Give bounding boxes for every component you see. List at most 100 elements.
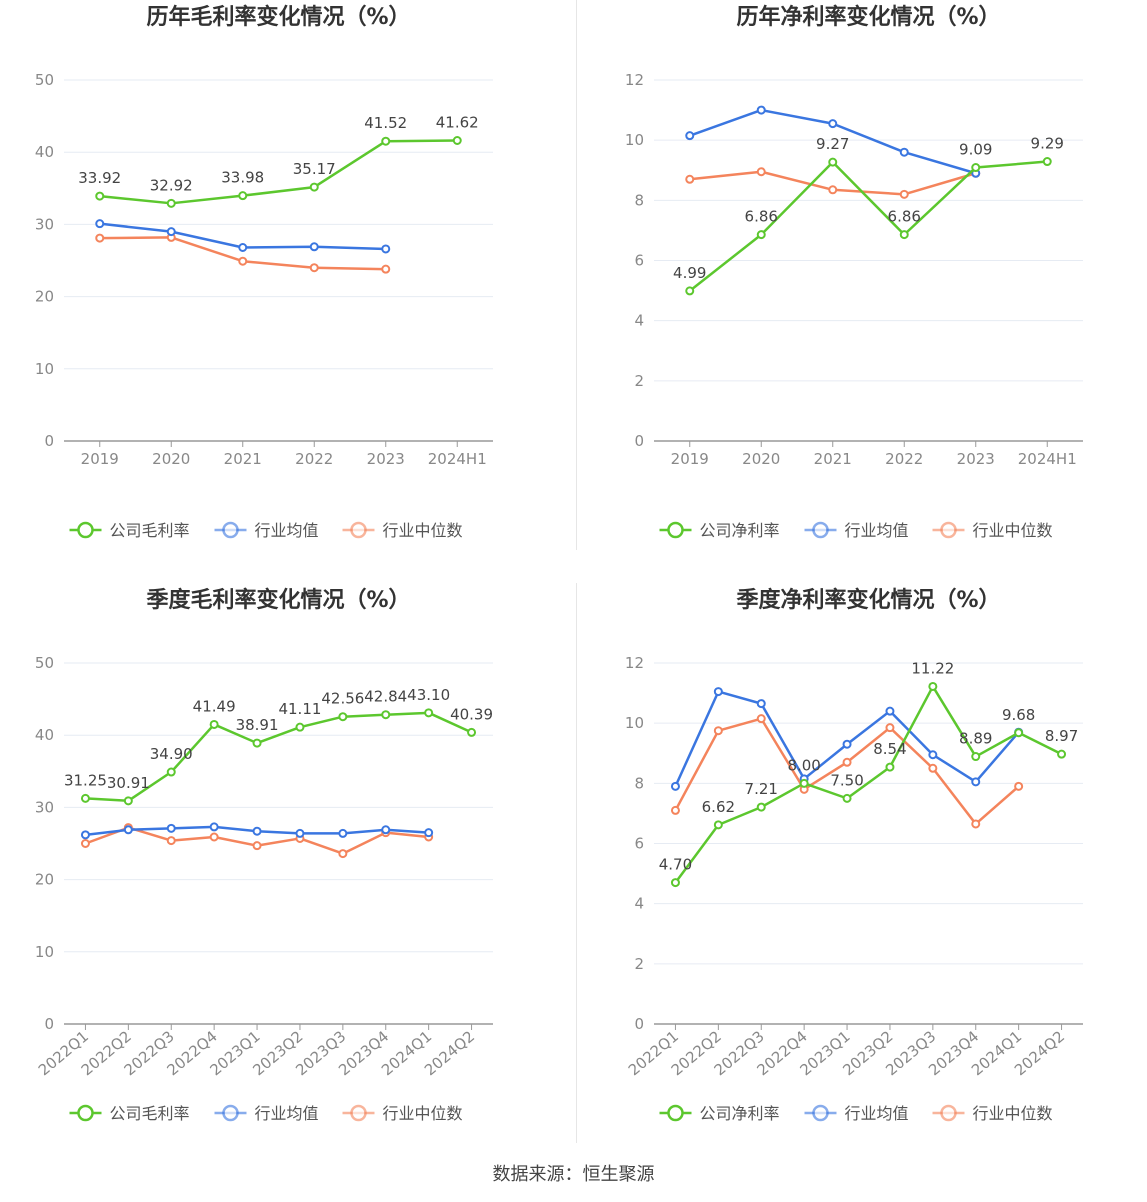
data-point-industry_median[interactable] bbox=[381, 264, 391, 274]
data-point-industry_avg[interactable] bbox=[971, 777, 981, 787]
data-point-company[interactable] bbox=[670, 878, 680, 888]
legend-item-industry_avg[interactable]: 行业均值 bbox=[214, 521, 319, 540]
data-point-industry_avg[interactable] bbox=[756, 699, 766, 709]
data-point-company[interactable] bbox=[338, 712, 348, 722]
data-point-company[interactable] bbox=[899, 230, 909, 240]
x-tick-label: 2024H1 bbox=[1018, 450, 1077, 468]
legend-item-company[interactable]: 公司净利率 bbox=[659, 521, 780, 540]
data-point-industry_avg[interactable] bbox=[209, 822, 219, 832]
legend-item-company[interactable]: 公司毛利率 bbox=[69, 521, 190, 540]
data-point-industry_median[interactable] bbox=[928, 763, 938, 773]
data-point-industry_median[interactable] bbox=[685, 174, 695, 184]
data-point-industry_avg[interactable] bbox=[381, 825, 391, 835]
data-point-industry_median[interactable] bbox=[1014, 781, 1024, 791]
data-point-industry_median[interactable] bbox=[238, 256, 248, 266]
data-point-industry_avg[interactable] bbox=[685, 131, 695, 141]
data-point-industry_median[interactable] bbox=[95, 233, 105, 243]
x-tick-label: 2020 bbox=[152, 450, 190, 468]
data-point-industry_median[interactable] bbox=[338, 849, 348, 859]
data-point-industry_avg[interactable] bbox=[756, 105, 766, 115]
data-point-industry_median[interactable] bbox=[828, 185, 838, 195]
data-point-company[interactable] bbox=[467, 727, 477, 737]
legend-item-industry_avg[interactable]: 行业均值 bbox=[804, 1104, 909, 1123]
data-point-industry_avg[interactable] bbox=[928, 750, 938, 760]
data-point-company[interactable] bbox=[799, 778, 809, 788]
data-point-industry_avg[interactable] bbox=[885, 706, 895, 716]
data-point-company[interactable] bbox=[123, 796, 133, 806]
data-point-industry_median[interactable] bbox=[166, 836, 176, 846]
legend-item-industry_avg[interactable]: 行业均值 bbox=[804, 521, 909, 540]
data-point-company[interactable] bbox=[209, 719, 219, 729]
legend-item-company[interactable]: 公司净利率 bbox=[659, 1104, 780, 1123]
data-point-company[interactable] bbox=[452, 136, 462, 146]
data-point-company[interactable] bbox=[885, 762, 895, 772]
data-point-industry_avg[interactable] bbox=[95, 219, 105, 229]
data-point-company[interactable] bbox=[971, 752, 981, 762]
y-tick-label: 12 bbox=[625, 654, 644, 672]
data-point-company[interactable] bbox=[381, 136, 391, 146]
data-point-industry_avg[interactable] bbox=[238, 243, 248, 253]
data-point-industry_median[interactable] bbox=[756, 167, 766, 177]
data-point-company[interactable] bbox=[166, 767, 176, 777]
data-point-industry_avg[interactable] bbox=[252, 826, 262, 836]
data-point-industry_avg[interactable] bbox=[670, 781, 680, 791]
data-point-industry_median[interactable] bbox=[971, 819, 981, 829]
data-point-company[interactable] bbox=[928, 681, 938, 691]
data-label: 35.17 bbox=[293, 160, 336, 178]
data-point-industry_median[interactable] bbox=[670, 805, 680, 815]
data-point-industry_median[interactable] bbox=[756, 714, 766, 724]
legend-item-industry_median[interactable]: 行业中位数 bbox=[342, 521, 463, 540]
data-point-company[interactable] bbox=[381, 710, 391, 720]
data-point-company[interactable] bbox=[238, 191, 248, 201]
data-point-industry_avg[interactable] bbox=[424, 828, 434, 838]
data-point-company[interactable] bbox=[685, 286, 695, 296]
y-tick-label: 0 bbox=[44, 1015, 54, 1033]
data-point-company[interactable] bbox=[971, 163, 981, 173]
data-point-company[interactable] bbox=[756, 802, 766, 812]
data-point-industry_avg[interactable] bbox=[338, 828, 348, 838]
legend-item-company[interactable]: 公司毛利率 bbox=[69, 1104, 190, 1123]
data-point-industry_median[interactable] bbox=[80, 839, 90, 848]
legend-item-industry_median[interactable]: 行业中位数 bbox=[932, 1104, 1053, 1123]
data-point-industry_avg[interactable] bbox=[828, 119, 838, 129]
data-point-company[interactable] bbox=[1042, 157, 1052, 167]
data-point-company[interactable] bbox=[756, 230, 766, 240]
legend-item-industry_median[interactable]: 行业中位数 bbox=[932, 521, 1053, 540]
data-point-company[interactable] bbox=[166, 198, 176, 208]
data-point-industry_avg[interactable] bbox=[80, 830, 90, 840]
data-point-industry_avg[interactable] bbox=[123, 825, 133, 835]
data-point-company[interactable] bbox=[252, 738, 262, 748]
data-point-industry_median[interactable] bbox=[209, 832, 219, 842]
data-point-industry_avg[interactable] bbox=[899, 147, 909, 157]
legend-item-industry_median[interactable]: 行业中位数 bbox=[342, 1104, 463, 1123]
data-point-company[interactable] bbox=[80, 793, 90, 803]
data-point-company[interactable] bbox=[713, 820, 723, 830]
data-point-industry_median[interactable] bbox=[899, 189, 909, 199]
legend-item-industry_avg[interactable]: 行业均值 bbox=[214, 1104, 319, 1123]
data-point-company[interactable] bbox=[842, 793, 852, 803]
data-source-label: 数据来源：恒生聚源 bbox=[492, 1164, 655, 1185]
data-point-company[interactable] bbox=[1014, 728, 1024, 738]
data-point-industry_median[interactable] bbox=[842, 757, 852, 767]
data-point-company[interactable] bbox=[95, 191, 105, 201]
data-point-industry_avg[interactable] bbox=[381, 244, 391, 254]
y-tick-label: 10 bbox=[625, 131, 644, 149]
data-point-industry_avg[interactable] bbox=[713, 687, 723, 697]
x-tick-label: 2021 bbox=[814, 450, 852, 468]
data-point-industry_median[interactable] bbox=[252, 841, 262, 851]
data-point-industry_avg[interactable] bbox=[295, 828, 305, 838]
data-point-industry_median[interactable] bbox=[885, 723, 895, 733]
data-point-industry_median[interactable] bbox=[309, 263, 319, 273]
data-point-industry_median[interactable] bbox=[713, 726, 723, 736]
data-point-industry_avg[interactable] bbox=[166, 823, 176, 833]
data-point-industry_avg[interactable] bbox=[166, 227, 176, 237]
data-point-company[interactable] bbox=[309, 182, 319, 192]
legend-marker-icon bbox=[812, 1104, 829, 1122]
data-point-company[interactable] bbox=[1057, 749, 1067, 759]
data-point-industry_avg[interactable] bbox=[842, 739, 852, 749]
data-point-company[interactable] bbox=[295, 722, 305, 732]
data-point-company[interactable] bbox=[424, 708, 434, 718]
data-point-industry_avg[interactable] bbox=[309, 242, 319, 252]
series-line-company bbox=[99, 139, 458, 205]
data-point-company[interactable] bbox=[828, 157, 838, 167]
